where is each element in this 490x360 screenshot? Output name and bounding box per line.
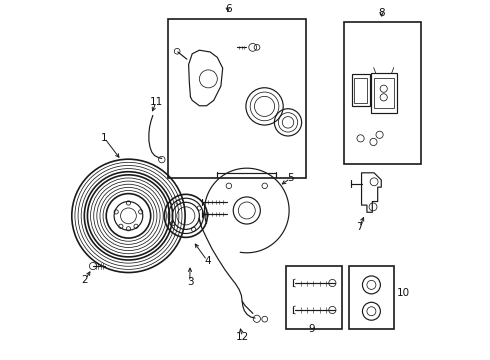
Bar: [354, 78, 368, 103]
Text: 6: 6: [225, 4, 231, 14]
Text: 10: 10: [397, 288, 410, 298]
Text: 8: 8: [379, 8, 385, 18]
Bar: [352, 74, 369, 106]
Text: 3: 3: [187, 277, 194, 287]
Text: 2: 2: [82, 275, 88, 285]
Bar: [168, 19, 306, 178]
Text: 9: 9: [308, 324, 315, 334]
Bar: [343, 22, 421, 164]
Bar: [371, 73, 396, 113]
Bar: [349, 266, 394, 329]
Bar: [374, 78, 394, 108]
Text: 4: 4: [204, 256, 211, 266]
Text: 7: 7: [356, 222, 362, 232]
Text: 5: 5: [287, 173, 294, 183]
Text: 11: 11: [150, 97, 163, 107]
Text: 1: 1: [101, 133, 107, 143]
Bar: [286, 266, 342, 329]
Text: 12: 12: [236, 332, 249, 342]
